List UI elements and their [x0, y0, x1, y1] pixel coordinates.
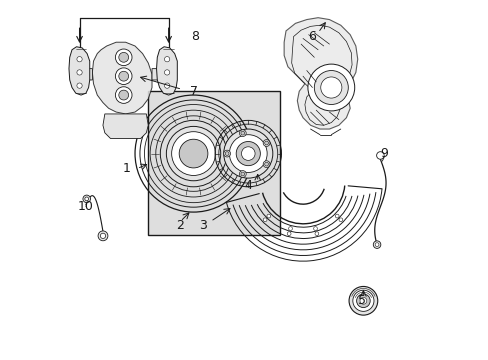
- Circle shape: [348, 287, 377, 315]
- Polygon shape: [103, 114, 148, 139]
- Circle shape: [335, 214, 338, 218]
- Circle shape: [264, 141, 268, 145]
- Circle shape: [313, 227, 317, 230]
- Circle shape: [119, 71, 128, 81]
- Circle shape: [115, 49, 132, 66]
- Circle shape: [239, 171, 245, 177]
- Polygon shape: [92, 42, 152, 114]
- Circle shape: [376, 152, 384, 159]
- Circle shape: [307, 64, 354, 111]
- Circle shape: [224, 150, 230, 157]
- Circle shape: [84, 197, 88, 201]
- Circle shape: [359, 297, 366, 304]
- Circle shape: [179, 139, 207, 168]
- Circle shape: [263, 140, 269, 147]
- Circle shape: [266, 214, 270, 218]
- Circle shape: [372, 241, 380, 248]
- Text: 3: 3: [199, 219, 206, 232]
- Circle shape: [263, 218, 266, 222]
- Circle shape: [236, 141, 260, 166]
- Circle shape: [83, 195, 90, 203]
- Text: 1: 1: [122, 162, 130, 175]
- Circle shape: [171, 132, 215, 175]
- Circle shape: [164, 70, 169, 75]
- Text: 9: 9: [380, 147, 387, 160]
- Polygon shape: [156, 47, 177, 95]
- Text: 2: 2: [176, 219, 184, 232]
- Polygon shape: [78, 69, 92, 80]
- Circle shape: [98, 231, 108, 241]
- Circle shape: [164, 83, 169, 88]
- Polygon shape: [284, 18, 357, 129]
- Text: 10: 10: [78, 200, 94, 213]
- Circle shape: [224, 129, 272, 178]
- Text: 6: 6: [308, 30, 316, 43]
- Text: 5: 5: [357, 294, 365, 307]
- Text: 7: 7: [189, 85, 197, 98]
- Text: 8: 8: [191, 30, 199, 43]
- Circle shape: [119, 90, 128, 100]
- Circle shape: [352, 290, 373, 311]
- Circle shape: [115, 68, 132, 85]
- Bar: [148, 91, 280, 235]
- Circle shape: [320, 77, 341, 98]
- Circle shape: [115, 87, 132, 103]
- Circle shape: [241, 131, 244, 135]
- Text: 4: 4: [244, 179, 252, 192]
- Circle shape: [77, 83, 82, 88]
- Circle shape: [314, 232, 318, 235]
- Circle shape: [77, 70, 82, 75]
- Circle shape: [119, 53, 128, 62]
- Circle shape: [356, 294, 369, 307]
- Circle shape: [264, 162, 268, 166]
- Circle shape: [164, 57, 169, 62]
- Polygon shape: [152, 69, 165, 80]
- Polygon shape: [69, 47, 89, 95]
- Circle shape: [241, 172, 244, 176]
- Circle shape: [225, 152, 228, 156]
- Circle shape: [338, 218, 342, 222]
- Circle shape: [77, 57, 82, 62]
- Circle shape: [286, 232, 290, 235]
- Circle shape: [263, 161, 269, 167]
- Circle shape: [239, 130, 245, 136]
- Circle shape: [166, 126, 220, 181]
- Circle shape: [100, 233, 105, 238]
- Circle shape: [241, 147, 255, 160]
- Circle shape: [314, 71, 347, 104]
- Circle shape: [288, 227, 292, 230]
- Circle shape: [229, 135, 266, 172]
- Circle shape: [374, 243, 378, 247]
